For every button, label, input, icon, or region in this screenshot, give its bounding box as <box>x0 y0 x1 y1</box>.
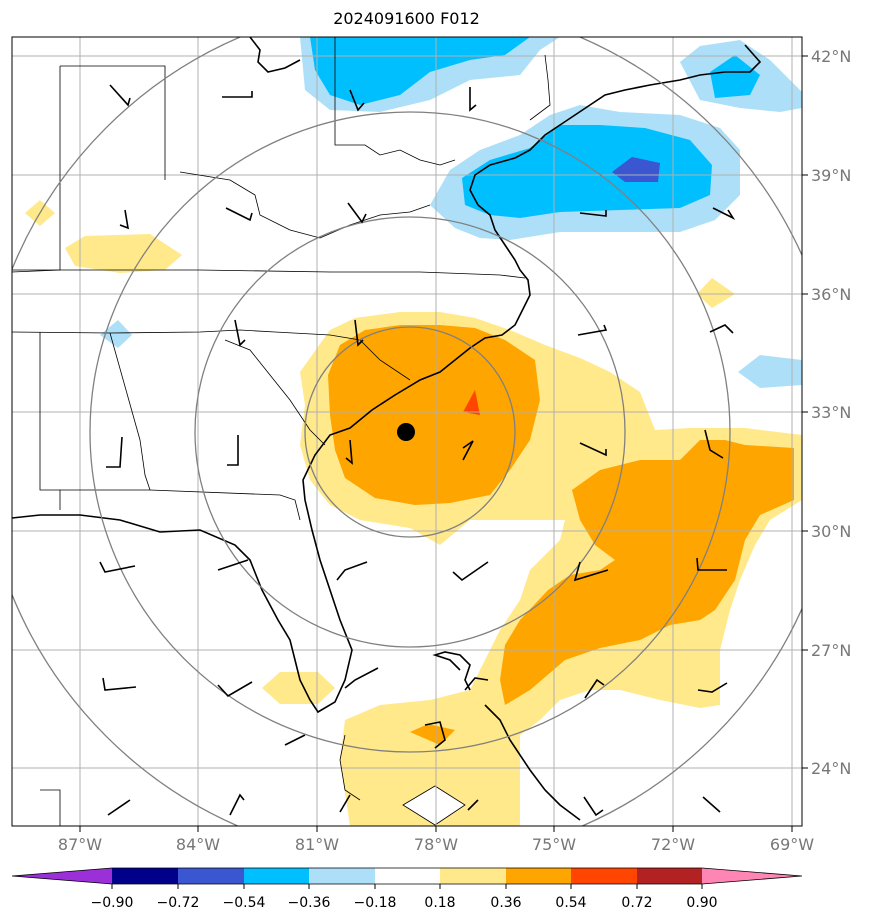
graticule <box>12 37 802 826</box>
colorbar-tick-label: 0.72 <box>621 895 652 911</box>
lat-label: 36°N <box>811 285 851 304</box>
colorbar-segment <box>571 868 637 884</box>
colorbar-tick-label: 0.90 <box>686 895 717 911</box>
lon-label: 72°W <box>651 835 695 854</box>
colorbar-segment <box>506 868 571 884</box>
colorbar-tick-label: 0.54 <box>555 895 586 911</box>
colorbar-segment <box>440 868 506 884</box>
lon-label: 75°W <box>532 835 576 854</box>
colorbar-segment <box>375 868 440 884</box>
lon-label: 84°W <box>176 835 220 854</box>
lat-label: 30°N <box>811 522 851 541</box>
range-rings <box>12 37 802 826</box>
lat-label: 33°N <box>811 403 851 422</box>
colorbar-tick-label: −0.36 <box>288 895 331 911</box>
plot-title: 2024091600 F012 <box>333 9 480 28</box>
lon-label: 87°W <box>58 835 102 854</box>
zero-contour-pocket <box>402 785 466 826</box>
colorbar-tick-label: 0.36 <box>490 895 521 911</box>
state-borders <box>12 37 551 826</box>
colorbar-segment <box>112 868 178 884</box>
colorbar-tick-label: −0.90 <box>91 895 134 911</box>
colorbar-tick-label: −0.72 <box>157 895 200 911</box>
map-frame <box>11 36 803 827</box>
map-area <box>12 37 802 826</box>
storm-center-marker <box>397 423 415 441</box>
lat-labels: 42°N 39°N 36°N 33°N 30°N 27°N 24°N <box>811 47 851 778</box>
colorbar-tick-labels: −0.90 −0.72 −0.54 −0.36 −0.18 0.18 0.36 … <box>91 895 718 911</box>
negative-anomaly-blue <box>310 37 760 218</box>
colorbar-segment <box>637 868 702 884</box>
colorbar-tick-label: −0.54 <box>223 895 266 911</box>
lon-ticks <box>79 826 793 832</box>
negative-anomaly-dark <box>612 157 660 182</box>
positive-anomaly-red <box>463 390 480 415</box>
colorbar-tick-label: −0.18 <box>354 895 397 911</box>
lon-label: 81°W <box>295 835 339 854</box>
colorbar-segment <box>244 868 309 884</box>
lat-label: 27°N <box>811 641 851 660</box>
lat-ticks <box>802 55 808 769</box>
lon-labels: 87°W 84°W 81°W 78°W 75°W 72°W 69°W <box>58 835 814 854</box>
positive-anomaly-orange <box>328 325 794 745</box>
colorbar: −0.90 −0.72 −0.54 −0.36 −0.18 0.18 0.36 … <box>11 867 803 911</box>
lat-label: 39°N <box>811 166 851 185</box>
colorbar-extend-low <box>12 868 112 884</box>
lat-label: 42°N <box>811 47 851 66</box>
colorbar-tick-label: 0.18 <box>424 895 455 911</box>
coastlines <box>12 37 762 821</box>
wind-barbs <box>99 84 736 817</box>
colorbar-segment <box>178 868 244 884</box>
colorbar-extend-high <box>702 868 802 884</box>
colorbar-segment <box>309 868 375 884</box>
lat-label: 24°N <box>811 759 851 778</box>
lon-label: 78°W <box>414 835 458 854</box>
lon-label: 69°W <box>770 835 814 854</box>
